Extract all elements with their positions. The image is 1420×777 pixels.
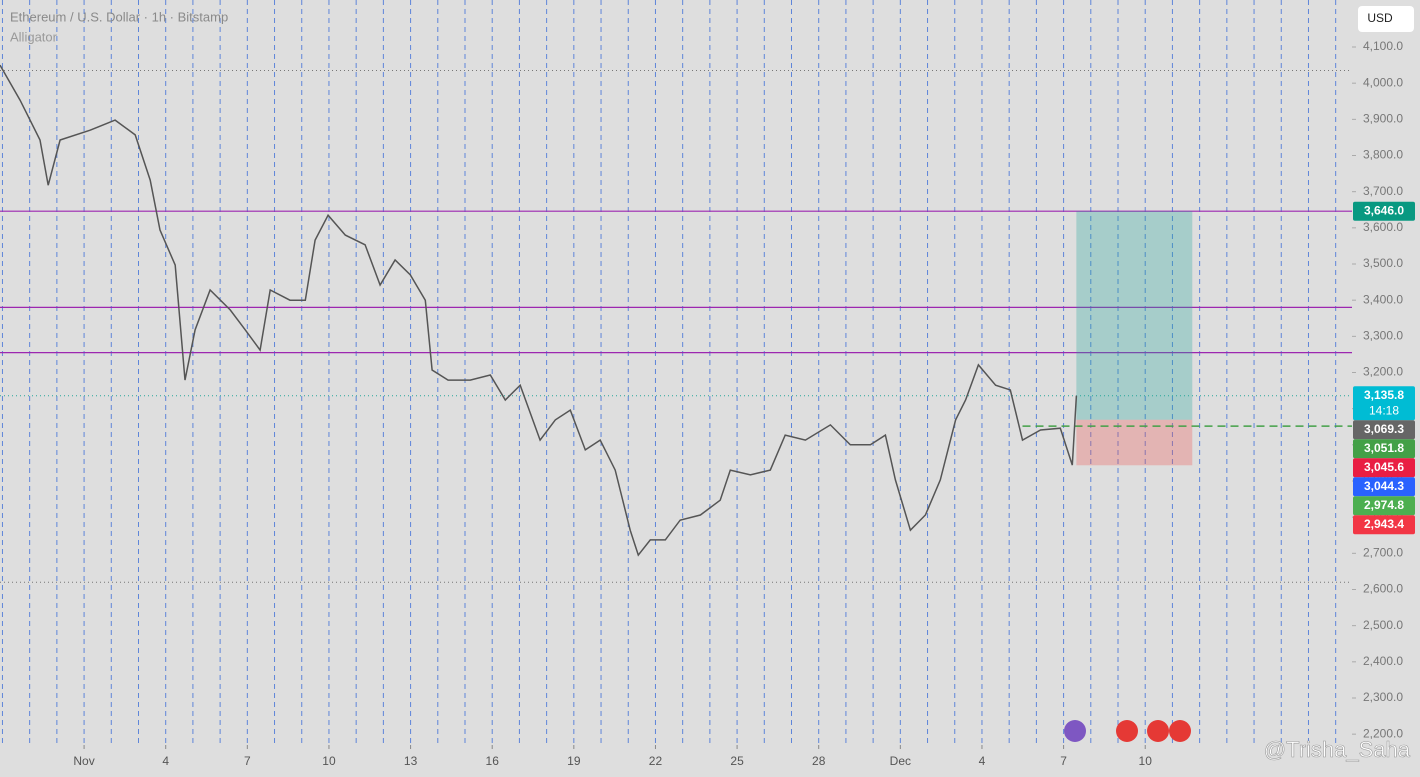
target-zone	[1076, 211, 1193, 420]
x-tick-label: 10	[1139, 754, 1153, 768]
currency-button[interactable]	[1358, 6, 1414, 32]
y-tick-label: 3,200.0	[1363, 365, 1403, 379]
x-tick-label: 10	[322, 754, 336, 768]
y-tick-label: 3,700.0	[1363, 184, 1403, 198]
price-tag	[1353, 439, 1415, 459]
price-tag-time: 14:18	[1369, 403, 1399, 417]
price-tag	[1353, 515, 1415, 535]
x-tick-label: 7	[244, 754, 251, 768]
x-tick-label: Nov	[73, 754, 94, 768]
price-tag-label: 3,135.8	[1364, 388, 1404, 402]
price-tag-label: 3,044.3	[1364, 479, 1404, 493]
x-tick-label: 13	[404, 754, 418, 768]
x-tick-label: 19	[567, 754, 581, 768]
price-tag-label: 2,943.4	[1364, 517, 1404, 531]
price-tag	[1353, 458, 1415, 478]
x-tick-label: 4	[162, 754, 169, 768]
chart-title: Ethereum / U.S. Dollar · 1h · Bitstamp	[10, 9, 228, 24]
y-tick-label: 4,000.0	[1363, 75, 1403, 89]
watermark: @Trisha_Saha	[1264, 737, 1411, 762]
y-tick-label: 3,800.0	[1363, 148, 1403, 162]
price-tag	[1353, 496, 1415, 516]
price-line	[0, 64, 1078, 557]
y-tick-label: 2,200.0	[1363, 726, 1403, 740]
price-tag-label: 3,069.3	[1364, 422, 1404, 436]
x-tick-label: 16	[486, 754, 500, 768]
y-tick-label: 2,300.0	[1363, 690, 1403, 704]
y-tick-label: 4,100.0	[1363, 39, 1403, 53]
x-tick-label: 22	[649, 754, 663, 768]
event-icons	[1064, 720, 1191, 742]
indicator-name: Alligator	[10, 29, 58, 44]
x-tick-label: Dec	[890, 754, 911, 768]
icon[interactable]	[1169, 720, 1191, 742]
price-tag-label: 2,974.8	[1364, 498, 1404, 512]
y-tick-label: 2,500.0	[1363, 618, 1403, 632]
icon[interactable]	[1147, 720, 1169, 742]
y-tick-label: 3,600.0	[1363, 220, 1403, 234]
y-tick-label: 2,400.0	[1363, 654, 1403, 668]
icon[interactable]	[1116, 720, 1138, 742]
price-tag-label: 3,045.6	[1364, 460, 1404, 474]
stop-zone	[1076, 419, 1193, 466]
price-tag-label: 3,051.8	[1364, 441, 1404, 455]
y-tick-label: 3,900.0	[1363, 112, 1403, 126]
y-tick-label: 3,300.0	[1363, 329, 1403, 343]
x-tick-label: 28	[812, 754, 826, 768]
price-tag	[1353, 201, 1415, 221]
icon[interactable]	[1064, 720, 1086, 742]
x-tick-label: 25	[730, 754, 744, 768]
y-tick-label: 2,600.0	[1363, 582, 1403, 596]
price-tag	[1353, 386, 1415, 421]
x-tick-label: 7	[1060, 754, 1067, 768]
price-tag-label: 3,646.0	[1364, 203, 1404, 217]
price-tag	[1353, 477, 1415, 497]
y-tick-label: 3,500.0	[1363, 256, 1403, 270]
x-tick-label: 4	[979, 754, 986, 768]
y-tick-label: 3,400.0	[1363, 292, 1403, 306]
currency-label[interactable]: USD	[1367, 11, 1393, 25]
y-tick-label: 2,700.0	[1363, 545, 1403, 559]
price-tag	[1353, 420, 1415, 440]
